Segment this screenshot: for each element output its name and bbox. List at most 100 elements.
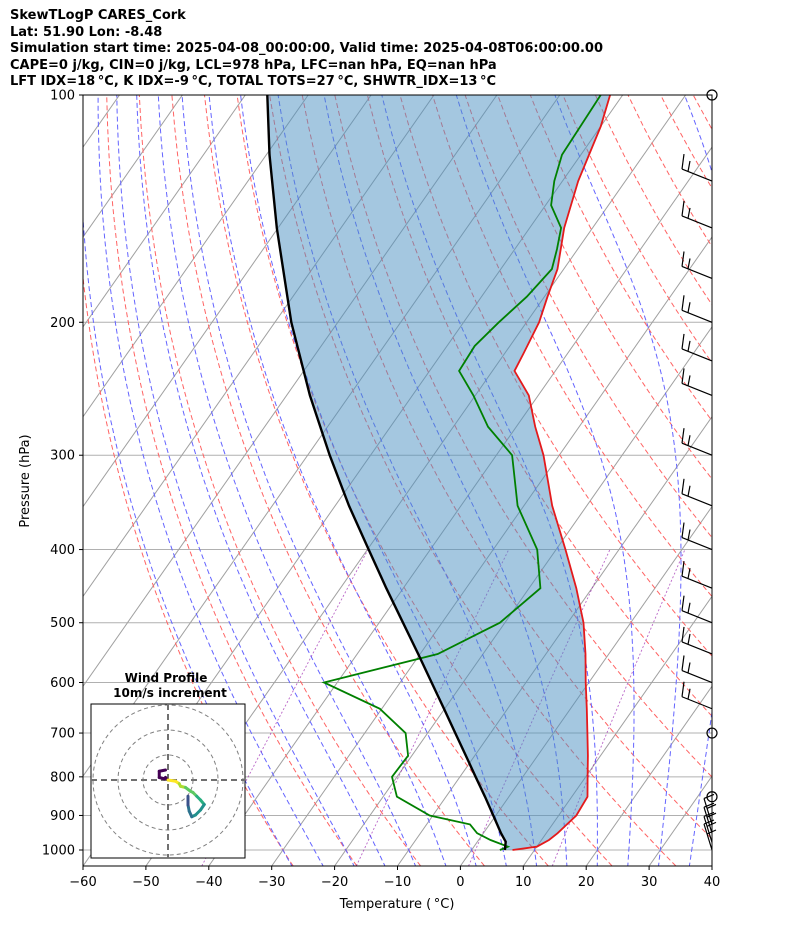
dry-adiabat-line [432, 95, 712, 598]
barb-flag [687, 435, 691, 446]
dewpoint-line [321, 95, 602, 851]
hodograph-subtitle: 10m/s increment [113, 686, 227, 700]
barb-staff [681, 382, 713, 397]
dry-adiabat-line [594, 95, 712, 306]
barb-flag [687, 529, 691, 541]
isotherm-line [711, 865, 712, 866]
y-tick-label: 300 [50, 449, 75, 464]
index-line: LFT IDX=18 °C, K IDX=-9 °C, TOTAL TOTS=2… [10, 74, 497, 89]
barb-flag [687, 207, 691, 219]
y-tick-label: 700 [50, 727, 75, 742]
y-tick-label: 500 [50, 616, 75, 631]
moist-adiabat-line [157, 95, 417, 866]
isotherm-line [83, 95, 246, 328]
moist-adiabat-line [136, 95, 386, 866]
moist-adiabat-line [83, 210, 293, 866]
hodograph-plot [91, 704, 245, 858]
y-tick-label: 200 [50, 316, 75, 331]
moist-adiabat-line [684, 95, 712, 866]
barb-flag [681, 333, 685, 349]
wind-barb [681, 595, 713, 624]
wind-barb [681, 681, 713, 710]
barb-staff [703, 807, 713, 834]
barb-flag [681, 153, 685, 170]
isotherm-line [522, 595, 712, 866]
barb-flag [687, 662, 691, 674]
isotherm-line [334, 325, 712, 866]
y-axis-label: Pressure (hPa) [18, 434, 33, 527]
cape-cin-shading [267, 95, 611, 850]
wind-barbs [681, 89, 718, 851]
temperature-line [512, 95, 611, 851]
barb-staff [681, 669, 713, 684]
x-tick-label: 0 [456, 875, 464, 890]
wind-barb [681, 655, 713, 684]
barb-flag [687, 160, 691, 172]
hodograph-title: Wind Profile [125, 671, 208, 685]
barb-flag [687, 688, 691, 700]
barb-flag [681, 200, 685, 217]
barb-flag [681, 561, 685, 577]
chart-title: SkewTLogP CARES_Cork [10, 8, 186, 23]
barb-staff [681, 493, 713, 507]
dry-adiabat-line [692, 95, 712, 131]
barb-flag [681, 428, 685, 444]
barb-flag [681, 478, 685, 494]
y-tick-label: 100 [50, 89, 75, 104]
parcel-line [266, 95, 507, 851]
y-tick-label: 800 [50, 770, 75, 785]
barb-flag [687, 568, 691, 579]
barb-flag [681, 681, 685, 697]
y-tick-label: 400 [50, 543, 75, 558]
isotherm-line [585, 685, 712, 866]
barb-staff [681, 575, 713, 589]
y-tick-label: 1000 [42, 844, 75, 859]
dry-adiabat-line [83, 272, 294, 866]
dry-adiabat-line [627, 95, 712, 248]
moist-adiabat-line [720, 95, 794, 868]
x-tick-label: −50 [132, 875, 159, 890]
dry-adiabat-line [758, 95, 794, 866]
dry-adiabat-line [497, 95, 712, 480]
barb-flag [681, 595, 685, 611]
calm-wind-marker [706, 791, 718, 803]
barb-staff [681, 696, 713, 710]
profile-lines [266, 95, 611, 851]
location-line: Lat: 51.90 Lon: -8.48 [10, 24, 163, 40]
chart-header: SkewTLogP CARES_Cork Lat: 51.90 Lon: -8.… [10, 8, 603, 91]
wind-barb [681, 478, 713, 507]
time-line: Simulation start time: 2025-04-08_00:00:… [10, 41, 603, 56]
barb-flag [681, 368, 685, 384]
dry-adiabat-line [106, 95, 358, 866]
wind-barb [681, 251, 713, 280]
wind-barb [681, 333, 713, 362]
barb-flag [687, 633, 691, 645]
y-tick-label: 600 [50, 676, 75, 691]
mixing-ratio-line [551, 549, 686, 866]
barb-flag [681, 295, 685, 311]
cape-line: CAPE=0 j/kg, CIN=0 j/kg, LCL=978 hPa, LF… [10, 57, 497, 73]
y-tick-label: 900 [50, 809, 75, 824]
barb-staff [681, 348, 713, 362]
barb-flag [706, 803, 717, 809]
calm-wind-marker [706, 89, 718, 101]
x-tick-label: −40 [195, 875, 222, 890]
barb-flag [687, 485, 691, 497]
x-tick-label: −30 [258, 875, 285, 890]
dry-adiabat-line [464, 95, 712, 539]
wind-barb [681, 153, 713, 182]
barb-staff [681, 309, 713, 323]
x-tick-label: 30 [641, 875, 658, 890]
barb-flag [681, 655, 685, 671]
wind-barb [681, 522, 713, 551]
isotherm-line [83, 95, 183, 238]
dry-adiabat-line [660, 95, 712, 190]
x-tick-label: −20 [321, 875, 348, 890]
dry-adiabat-line [726, 95, 794, 866]
x-tick-label: −10 [384, 875, 411, 890]
barb-flag [687, 602, 691, 614]
barb-flag [703, 793, 715, 799]
wind-barb [681, 561, 713, 589]
barb-staff [681, 641, 713, 655]
